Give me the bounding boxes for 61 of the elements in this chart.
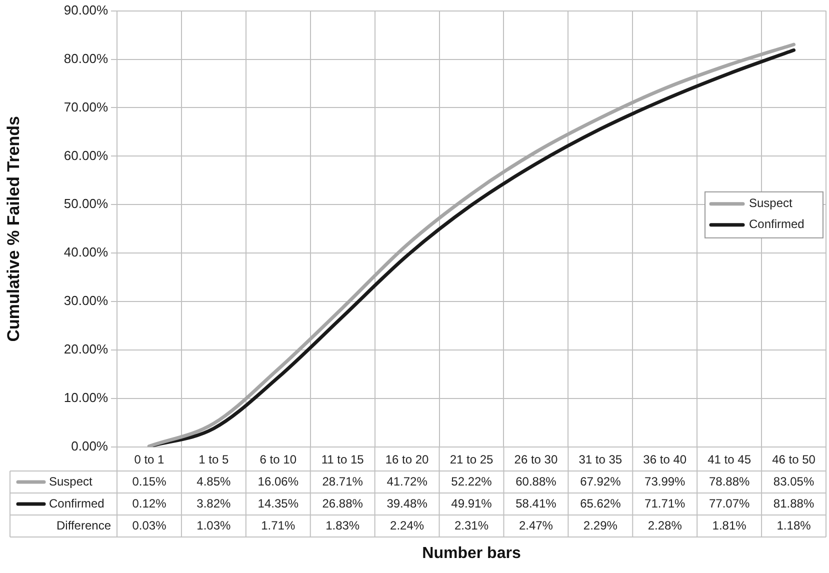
- y-tick-label: 80.00%: [64, 50, 108, 66]
- y-tick-label: 70.00%: [64, 99, 108, 114]
- data-label: 26.88%: [322, 496, 364, 510]
- text: 1.03%: [196, 518, 232, 532]
- y-axis-title: Cumulative % Failed Trends: [4, 116, 23, 342]
- data-label: 73.99%: [644, 474, 686, 488]
- x-tick-label: 1 to 5: [198, 452, 230, 467]
- x-tick-label: 36 to 40: [643, 452, 687, 467]
- legend-label: Suspect: [749, 196, 794, 210]
- data-label: 4.85%: [196, 474, 232, 488]
- text: Difference: [56, 518, 112, 532]
- data-label: 3.82%: [196, 496, 232, 510]
- data-label: 78.88%: [708, 474, 750, 488]
- y-tick-label: 10.00%: [64, 390, 108, 406]
- y-tick-label: 60.00%: [64, 148, 108, 163]
- text: 1.83%: [326, 518, 360, 532]
- data-label: 81.88%: [773, 496, 814, 510]
- x-tick-label: 0 to 1: [134, 452, 165, 467]
- text: 1.18%: [776, 518, 812, 532]
- data-label: 14.35%: [258, 496, 299, 510]
- data-label: 71.71%: [644, 496, 686, 510]
- data-label: 60.88%: [516, 474, 557, 488]
- x-tick-label: 11 to 15: [321, 452, 364, 467]
- text: 2.47%: [518, 518, 554, 532]
- data-label: 77.07%: [708, 496, 750, 510]
- text: 2.29%: [583, 518, 618, 532]
- text: 0.03%: [132, 518, 167, 532]
- data-label: 0.12%: [132, 496, 167, 510]
- data-label: 67.92%: [580, 474, 622, 488]
- y-tick-label: 0.00%: [71, 438, 108, 454]
- x-axis-title: Number bars: [422, 544, 521, 562]
- data-label: 83.05%: [773, 474, 814, 488]
- text: 1.71%: [261, 518, 296, 532]
- text: 1.81%: [712, 518, 747, 532]
- x-tick-label: 6 to 10: [260, 452, 297, 467]
- data-label: 58.41%: [516, 496, 557, 510]
- y-tick-label: 90.00%: [64, 2, 108, 18]
- data-label: 0.15%: [132, 474, 167, 488]
- legend-label: Confirmed: [749, 217, 804, 232]
- text: Suspect: [49, 474, 92, 488]
- x-tick-label: 26 to 30: [514, 452, 558, 467]
- y-tick-label: 40.00%: [64, 244, 108, 260]
- text: 2.28%: [648, 518, 682, 532]
- x-tick-label: 46 to 50: [772, 452, 816, 467]
- y-tick-label: 20.00%: [64, 342, 108, 357]
- data-label: 41.72%: [386, 474, 428, 488]
- data-label: 49.91%: [451, 496, 492, 510]
- data-label: 52.22%: [451, 474, 492, 488]
- text: Confirmed: [49, 496, 104, 510]
- y-tick-label: 30.00%: [64, 293, 108, 308]
- data-label: 65.62%: [580, 496, 622, 510]
- data-label: 28.71%: [322, 474, 364, 488]
- y-tick-label: 50.00%: [64, 196, 108, 212]
- x-tick-label: 16 to 20: [385, 452, 430, 467]
- data-label: 39.48%: [386, 496, 428, 510]
- x-tick-label: 31 to 35: [578, 452, 622, 467]
- text: 2.24%: [390, 518, 424, 532]
- x-tick-label: 41 to 45: [708, 452, 752, 467]
- data-label: 16.06%: [258, 474, 299, 488]
- text: 2.31%: [454, 518, 489, 532]
- x-tick-label: 21 to 25: [450, 452, 494, 467]
